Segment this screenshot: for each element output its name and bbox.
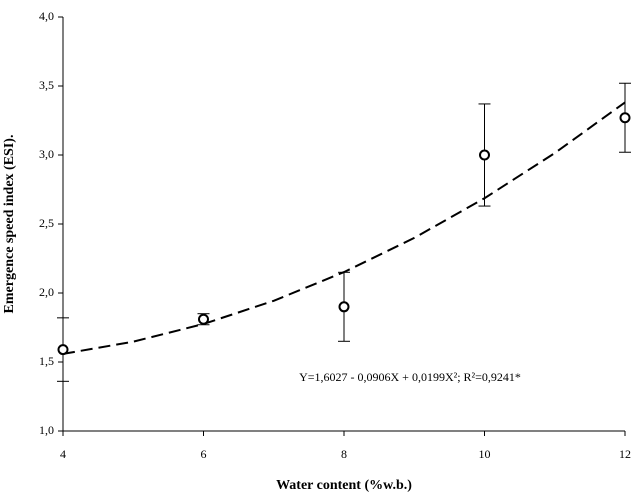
y-tick-label: 3,0 [39, 147, 54, 161]
y-tick-label: 2,5 [39, 216, 54, 230]
y-tick-label: 3,5 [39, 78, 54, 92]
point [479, 149, 490, 161]
point [198, 313, 209, 325]
y-tick-label: 1,0 [39, 423, 54, 437]
x-tick-label: 4 [60, 447, 66, 461]
y-axis-label: Emergence speed index (ESI). [2, 135, 17, 314]
x-tick-label: 10 [479, 447, 491, 461]
x-tick-label: 8 [341, 447, 347, 461]
point [619, 112, 631, 124]
equation: Y=1,6027 - 0,0906X + 0,0199X²; R²=0,9241… [299, 370, 521, 384]
x-tick-label: 6 [201, 447, 207, 461]
point [57, 344, 69, 356]
y-tick-label: 4,0 [39, 9, 54, 23]
x-axis-label: Water content (%w.b.) [276, 478, 412, 493]
y-tick-label: 2,0 [39, 285, 54, 299]
point [338, 301, 350, 313]
x-tick-label: 12 [619, 447, 631, 461]
y-tick-label: 1,5 [39, 354, 54, 368]
